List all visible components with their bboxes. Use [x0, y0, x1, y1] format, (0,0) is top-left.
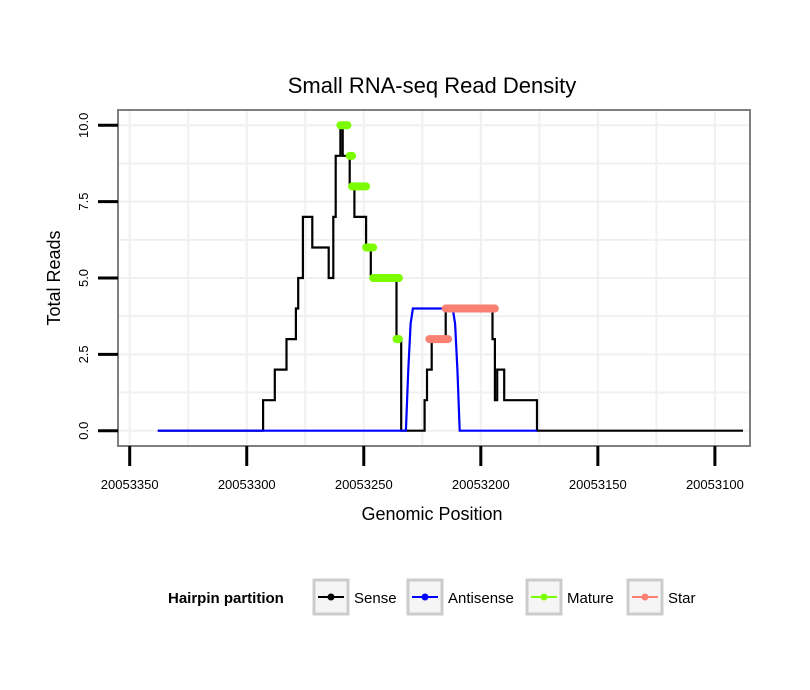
y-tick-label: 2.5: [76, 345, 91, 363]
chart-title: Small RNA-seq Read Density: [288, 73, 577, 98]
antisense-series-line: [157, 307, 537, 432]
x-tick-label: 20053350: [101, 477, 159, 492]
legend-key-dot-star: [641, 593, 649, 601]
series-layer: [157, 121, 743, 432]
legend-key-dot-antisense: [421, 593, 429, 601]
y-tick-label: 0.0: [76, 422, 91, 440]
legend-title: Hairpin partition: [168, 590, 284, 607]
legend-key-dot-mature: [540, 593, 548, 601]
x-tick-label: 20053150: [569, 477, 627, 492]
legend: Hairpin partition Sense Antisense Mature St…: [168, 578, 696, 616]
y-tick-label: 7.5: [76, 193, 91, 211]
x-tick-label: 20053200: [452, 477, 510, 492]
x-tick-label: 20053300: [218, 477, 276, 492]
sense-series-line: [157, 124, 743, 432]
plot-area: [117, 109, 751, 447]
y-axis: 0.0 2.5 5.0 7.5 10.0: [76, 113, 118, 440]
legend-items: Sense Antisense Mature Star: [312, 578, 696, 616]
gridlines: [118, 110, 750, 446]
legend-label-sense: Sense: [354, 590, 397, 607]
x-axis: 20053350 20053300 20053250 20053200 20053150…: [101, 446, 744, 492]
y-tick-label: 5.0: [76, 269, 91, 287]
legend-key-dot-sense: [327, 593, 335, 601]
x-tick-label: 20053100: [686, 477, 744, 492]
x-tick-label: 20053250: [335, 477, 393, 492]
y-tick-label: 10.0: [76, 113, 91, 138]
legend-label-star: Star: [668, 590, 696, 607]
y-axis-label: Total Reads: [44, 230, 64, 325]
legend-label-antisense: Antisense: [448, 590, 514, 607]
x-axis-label: Genomic Position: [361, 504, 502, 524]
legend-label-mature: Mature: [567, 590, 614, 607]
